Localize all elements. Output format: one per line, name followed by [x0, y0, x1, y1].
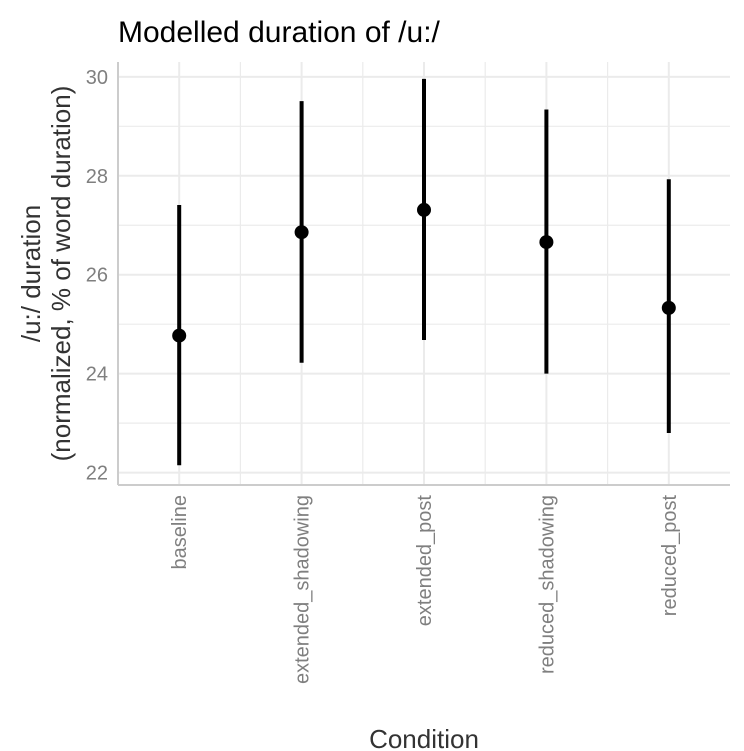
x-axis-title: Condition: [369, 724, 479, 751]
point-extended_shadowing: [294, 225, 309, 240]
x-tick-label: baseline: [169, 495, 191, 570]
x-tick-label: extended_post: [414, 495, 436, 627]
y-axis-title-line-2: (normalized, % of word duration): [46, 86, 76, 462]
y-tick-label: 22: [86, 463, 108, 485]
x-tick-label: reduced_shadowing: [536, 495, 558, 674]
y-axis-ticks: 22 24 26 28 30: [86, 67, 108, 485]
data-marks: [172, 78, 676, 466]
point-extended_post: [417, 202, 431, 217]
x-tick-label: reduced_post: [659, 495, 681, 617]
chart-title: Modelled duration of /u:/: [118, 16, 441, 49]
y-axis-title-line-1: /u:/ duration: [16, 205, 46, 342]
point-baseline: [172, 328, 187, 343]
point-reduced_shadowing: [539, 235, 554, 250]
y-tick-label: 26: [86, 265, 108, 287]
y-axis-title: /u:/ duration (normalized, % of word dur…: [16, 86, 76, 462]
point-reduced_post: [661, 300, 676, 315]
y-tick-label: 24: [86, 364, 108, 386]
y-tick-label: 30: [86, 67, 108, 89]
x-axis-ticks: baseline extended_shadowing extended_post r…: [169, 495, 681, 684]
x-tick-label: extended_shadowing: [292, 495, 314, 684]
y-tick-label: 28: [86, 166, 108, 188]
